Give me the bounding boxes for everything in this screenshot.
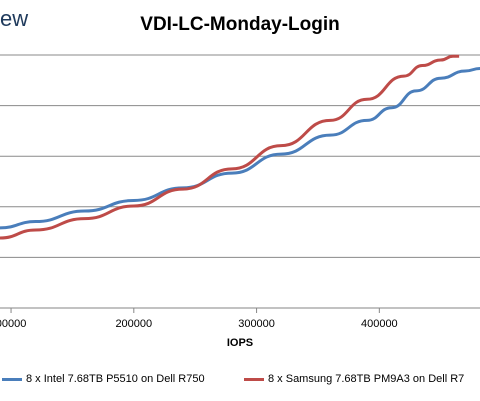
series-line-2 bbox=[0, 54, 460, 240]
x-tick-label: 200000 bbox=[115, 318, 152, 330]
watermark-logo-text: ew bbox=[0, 6, 29, 31]
chart-title: VDI-LC-Monday-Login bbox=[140, 14, 340, 35]
x-tick-labels: 00000 200000 300000 400000 bbox=[0, 318, 398, 330]
legend: 8 x Intel 7.68TB P5510 on Dell R750 8 x … bbox=[0, 373, 480, 391]
series-lines bbox=[0, 54, 480, 240]
legend-swatch-series-2 bbox=[244, 377, 264, 381]
x-tick-label: 300000 bbox=[238, 318, 275, 330]
x-axis-label: IOPS bbox=[226, 337, 254, 349]
x-tick-label: 400000 bbox=[361, 318, 398, 330]
x-tick-label: 00000 bbox=[0, 318, 26, 330]
legend-swatch-series-1 bbox=[2, 377, 22, 381]
gridlines bbox=[0, 54, 480, 313]
series-line-1 bbox=[0, 66, 480, 230]
legend-label-series-2: 8 x Samsung 7.68TB PM9A3 on Dell R7 bbox=[268, 373, 465, 385]
legend-item-series-1: 8 x Intel 7.68TB P5510 on Dell R750 bbox=[2, 373, 205, 385]
legend-label-series-1: 8 x Intel 7.68TB P5510 on Dell R750 bbox=[26, 373, 205, 385]
legend-item-series-2: 8 x Samsung 7.68TB PM9A3 on Dell R7 bbox=[244, 373, 464, 385]
